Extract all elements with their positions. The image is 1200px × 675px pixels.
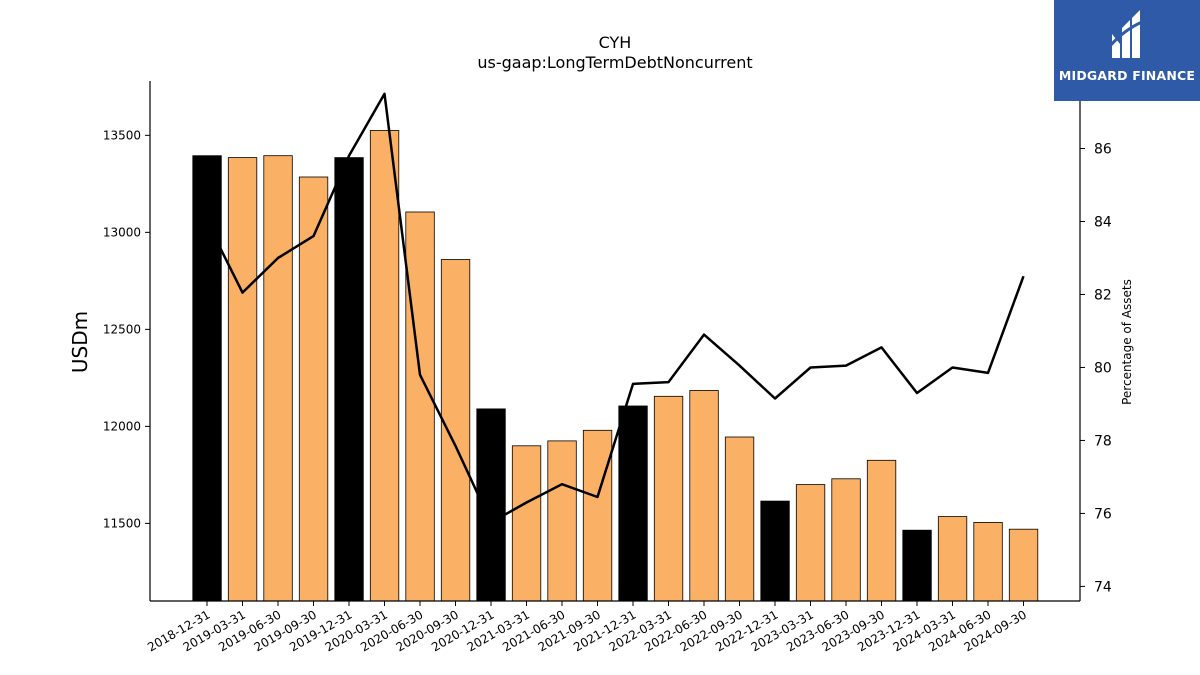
bar-2024-06-30 [973,522,1003,602]
y2-tick-label: 84 [1094,214,1112,230]
bar-2021-06-30 [547,440,577,602]
bar-2022-03-31 [653,395,684,602]
y2-tick-label: 86 [1094,142,1112,158]
bar-2020-06-30 [405,211,435,602]
bar-2020-09-30 [440,259,471,602]
bar-2024-03-31 [937,516,968,602]
y2-axis-label: Percentage of Assets [1120,279,1134,405]
y2-tick-label: 78 [1094,433,1112,449]
y-tick-label: 12000 [103,419,141,433]
bar-2020-03-31 [369,130,400,602]
bar-2021-12-31 [618,405,648,602]
y2-tick-label: 74 [1094,579,1112,595]
y2-tick-label: 80 [1094,360,1112,376]
logo-mark-icon [1108,10,1143,58]
bar-2023-03-31 [795,484,826,602]
bar-2019-06-30 [263,155,293,602]
y-tick-label: 13500 [103,128,141,142]
bar-2018-12-31 [192,155,222,602]
bar-2019-12-31 [334,157,364,602]
y-axis-label: USDm [68,311,92,373]
bar-2022-06-30 [689,390,719,602]
chart-subtitle: us-gaap:LongTermDebtNoncurrent [477,53,752,72]
bar-2022-09-30 [724,436,755,602]
y-tick-label: 11500 [103,516,141,530]
midgard-finance-logo: MIDGARD FINANCE [1054,0,1200,101]
y2-tick-label: 76 [1094,506,1112,522]
y-tick-label: 13000 [103,225,141,239]
bar-2023-06-30 [831,478,861,602]
logo-text: MIDGARD FINANCE [1058,68,1196,83]
bar-2022-12-31 [760,500,790,602]
bar-2021-03-31 [511,445,542,602]
bar-2024-09-30 [1008,528,1039,602]
bar-2019-09-30 [298,176,329,602]
bar-2023-12-31 [902,529,932,602]
y-tick-label: 12500 [103,322,141,336]
chart-title: CYH [599,33,632,52]
bar-2023-09-30 [866,459,897,602]
bar-2021-09-30 [582,429,613,602]
bar-2020-12-31 [476,408,506,602]
y2-tick-label: 82 [1094,287,1112,303]
bar-2019-03-31 [227,157,258,602]
percentage-of-assets-line [205,92,1025,524]
